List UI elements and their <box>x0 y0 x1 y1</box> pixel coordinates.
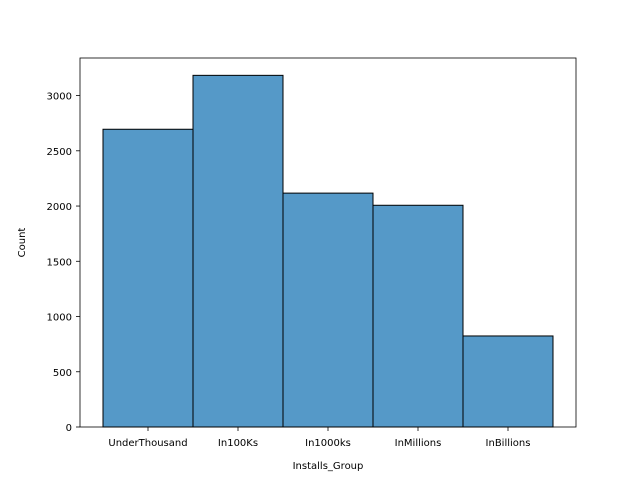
x-tick-label: In1000ks <box>305 438 351 449</box>
y-tick-label: 0 <box>66 423 72 434</box>
y-axis: 0 500 1000 1500 2000 2500 3000 <box>47 92 80 434</box>
y-tick-label: 3000 <box>47 92 72 103</box>
y-axis-label: Count <box>17 228 28 258</box>
x-tick-label: UnderThousand <box>108 438 187 449</box>
y-tick-label: 1000 <box>47 313 72 324</box>
x-tick-label: In100Ks <box>218 438 258 449</box>
y-tick-label: 2500 <box>47 147 72 158</box>
x-tick-label: InMillions <box>395 438 442 449</box>
y-tick-label: 1500 <box>47 257 72 268</box>
bar-underthousand <box>102 128 194 428</box>
bar-inbillions <box>462 335 554 428</box>
y-tick-label: 2000 <box>47 202 72 213</box>
y-tick-label: 500 <box>53 368 72 379</box>
x-axis: UnderThousand In100Ks In1000ks InMillions In… <box>108 427 530 449</box>
x-axis-label: Installs_Group <box>293 461 364 472</box>
x-tick-label: InBillions <box>486 438 531 449</box>
bar-inmillions <box>372 204 464 428</box>
bar-in100ks <box>192 74 284 428</box>
bars-group <box>102 74 554 428</box>
bar-in1000ks <box>282 192 374 428</box>
plot-frame <box>79 57 577 428</box>
